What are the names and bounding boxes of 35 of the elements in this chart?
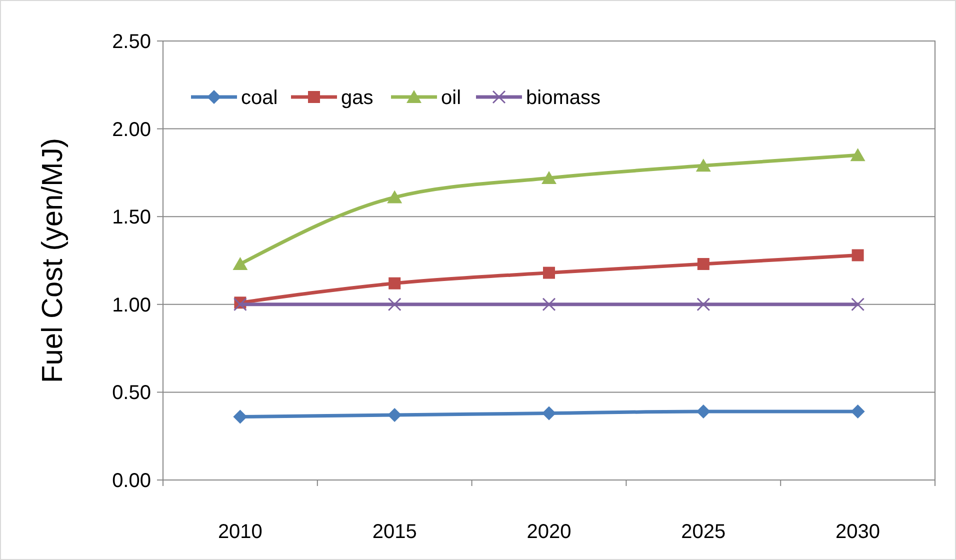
y-tick-label: 1.50 [112,206,151,229]
point [542,406,556,420]
point [851,298,865,312]
point [232,257,248,270]
y-axis-title: Fuel Cost (yen/MJ) [37,138,69,383]
point [387,190,402,204]
point [696,298,710,312]
legend-label: biomass [526,87,600,109]
point [542,298,556,312]
point [850,404,865,419]
x-tick-label: 2020 [526,521,572,543]
point [388,408,402,422]
point [850,148,866,162]
point [696,158,711,172]
y-tick-label: 0.00 [112,470,151,492]
legend-label: oil [441,87,462,109]
point [542,170,556,184]
legend-label: coal [241,87,278,109]
y-tick-label: 2.00 [112,118,151,141]
x-tick-label: 2010 [218,521,262,543]
x-tick-label: 2030 [836,521,880,543]
x-tick-label: 2015 [372,521,417,543]
point [233,410,248,424]
point [233,298,247,312]
point [852,249,864,262]
point [696,404,710,419]
x-tick-label: 2025 [681,521,726,543]
y-tick-label: 0.50 [112,382,151,404]
point [388,298,402,312]
point [388,277,401,290]
legend-label: gas [341,87,374,109]
point [697,258,710,270]
point [543,266,555,279]
y-tick-label: 1.00 [112,294,151,316]
y-tick-label: 2.50 [112,31,151,53]
